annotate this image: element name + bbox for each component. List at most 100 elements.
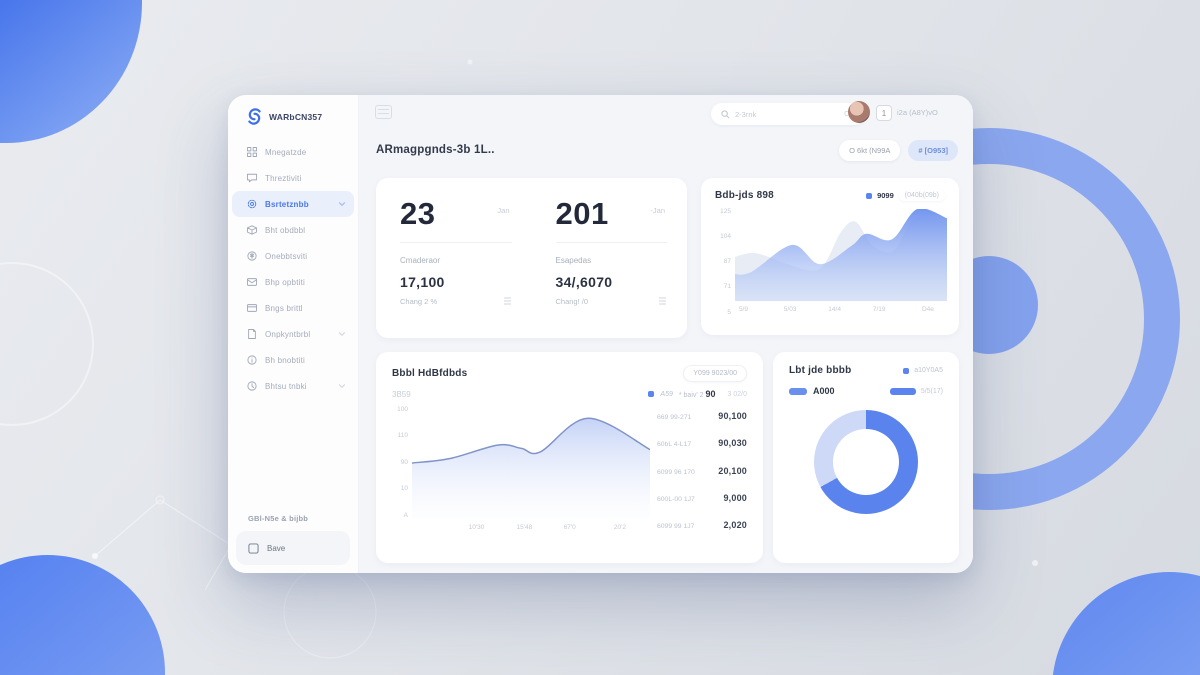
checkbox-icon xyxy=(248,542,259,554)
axis-tick-label: 87 xyxy=(723,258,731,266)
area-chart-range-dropdown[interactable]: (040b(09b) xyxy=(898,190,945,201)
row-value: 20,100 xyxy=(718,465,747,476)
sidebar-item-label: Bhp opbtiti xyxy=(265,277,306,287)
sidebar-item-label: Bhtsu tnbki xyxy=(265,381,307,391)
donut-legend-top: a10Y0A5 xyxy=(914,367,943,374)
sidebar-item-label: Bh bnobtiti xyxy=(265,355,306,365)
stat-big-number: 201 xyxy=(555,196,609,231)
row-value: 90,100 xyxy=(718,411,747,421)
legend-dot-icon xyxy=(903,367,910,374)
line-chart-legend: A59 * baiv' 2 90 3 02/0 xyxy=(648,389,747,399)
sidebar-item[interactable]: Bhp opbtiti xyxy=(232,269,354,295)
sidebar-footer-label: GBl-N5e & bijbb xyxy=(248,514,309,523)
legend-dot-icon xyxy=(648,391,655,397)
sidebar-item-label: Threztiviti xyxy=(265,173,302,183)
page-title: ARmagpgnds-3b 1L.. xyxy=(376,144,495,156)
grid-icon xyxy=(246,146,258,158)
row-label: 6099 99 1J7 xyxy=(657,523,695,530)
axis-tick-label: 14/4 xyxy=(828,306,841,313)
axis-tick-label: 90 xyxy=(400,458,408,466)
info-icon xyxy=(246,354,258,366)
primary-action-button[interactable]: # [O953] xyxy=(908,140,958,161)
search-input[interactable]: 2-3rnk Ctrl xyxy=(711,103,865,125)
row-label: 669 99-271 xyxy=(657,414,692,421)
value-list-row: 60bL 4-L17 90,030 xyxy=(657,438,747,448)
axis-tick-label: 125 xyxy=(720,208,731,215)
line-chart-value-list: 669 99-271 90,100 60bL 4-L17 90,030 6099 9… xyxy=(651,405,747,534)
sidebar-item-label: Mnegatzde xyxy=(265,147,307,157)
notification-badge[interactable]: 1 xyxy=(876,105,892,121)
sidebar-item[interactable]: Bht obdbbl xyxy=(232,217,354,243)
search-placeholder: 2-3rnk xyxy=(735,109,757,119)
area-chart-y-axis: 125 104 87 71 5 xyxy=(715,208,735,316)
sidebar-item[interactable]: Bsrtetznbb xyxy=(232,191,354,217)
donut-value-pill-icon xyxy=(789,387,807,395)
stat-mini-icon xyxy=(503,297,511,305)
search-icon xyxy=(721,109,730,118)
area-chart-x-axis: 5/9 5/03 14/4 7/19 D4e xyxy=(735,304,947,316)
stat-column: 201 -Jan Esapedas 34/,6070 Chang! /0 xyxy=(532,178,688,338)
donut-value-label: A000 xyxy=(813,386,835,396)
stat-value: 34/,6070 xyxy=(555,274,613,290)
donut-chart xyxy=(814,410,918,514)
sidebar-item[interactable]: Mnegatzde xyxy=(232,139,354,165)
sidebar-item-label: Onebbtsviti xyxy=(265,251,308,261)
stats-card: 23 Jan Cmaderaor 17,100 Chang 2 % 201 -J… xyxy=(376,178,687,338)
sidebar: WARbCN357 Mnegatzde Threztiviti Bsrtetzn… xyxy=(228,95,359,573)
sidebar-item[interactable]: Bhtsu tnbki xyxy=(232,373,354,399)
value-list-row: 600L-00 1J7 9,000 xyxy=(657,493,747,503)
decor-ring-left xyxy=(0,262,94,426)
avatar[interactable] xyxy=(848,101,870,123)
sidebar-item[interactable]: Bh bnobtiti xyxy=(232,347,354,373)
stat-mini-icon xyxy=(659,297,666,305)
row-label: 6099 96 170 xyxy=(657,468,695,476)
legend-dot-icon xyxy=(866,192,873,199)
line-chart-y-axis: 100 110 90 10 A xyxy=(392,406,412,519)
axis-tick-label: 100 xyxy=(397,406,408,413)
menu-icon[interactable] xyxy=(375,105,392,119)
secondary-action-button[interactable]: O 6kt (N99A xyxy=(839,140,901,161)
decor-circle-bottom-left xyxy=(0,555,165,675)
stat-value: 17,100 xyxy=(400,274,445,290)
chat-icon xyxy=(246,172,258,184)
area-chart-plot xyxy=(735,209,947,301)
row-value: 2,020 xyxy=(723,520,747,530)
area-chart-legend: 9099 xyxy=(877,191,894,200)
sidebar-item[interactable]: Bngs brittl xyxy=(232,295,354,321)
value-list-row: 6099 99 1J7 2,020 xyxy=(657,520,747,530)
sidebar-item[interactable]: Onpkyntbrbl xyxy=(232,321,354,347)
axis-tick-label: 5/03 xyxy=(783,306,797,313)
donut-chart-card: Lbt jde bbbb a10Y0A5 A000 5/5(17) xyxy=(773,352,959,563)
value-list-row: 6099 96 170 20,100 xyxy=(657,466,747,476)
axis-tick-label: 15'48 xyxy=(516,524,533,531)
sidebar-footer-item-label: Bave xyxy=(267,543,286,553)
sidebar-item[interactable]: Onebbtsviti xyxy=(232,243,354,269)
line-chart-filter-button[interactable]: Y099 9023/00 xyxy=(683,365,747,382)
row-value: 90,030 xyxy=(718,438,747,449)
card-icon xyxy=(246,302,258,314)
axis-tick-label: 67'0 xyxy=(563,524,576,531)
line-chart-subtitle: 3B59 xyxy=(392,389,411,399)
logo[interactable]: WARbCN357 xyxy=(228,95,358,135)
dashboard-window: WARbCN357 Mnegatzde Threztiviti Bsrtetzn… xyxy=(228,95,973,573)
page-actions: O 6kt (N99A # [O953] xyxy=(839,140,958,161)
coin-icon xyxy=(246,250,258,262)
box-icon xyxy=(246,224,258,236)
line-chart-title: Bbbl HdBfdbds xyxy=(392,368,468,379)
sidebar-footer-item[interactable]: Bave xyxy=(236,531,350,565)
line-chart-plot xyxy=(412,417,650,519)
stat-period-badge: Jan xyxy=(497,206,510,215)
row-value: 9,000 xyxy=(723,492,747,503)
decor-blob-top-left xyxy=(0,0,142,143)
logo-text: WARbCN357 xyxy=(269,111,323,122)
axis-tick-label: A xyxy=(403,511,408,519)
stat-label: Esapedas xyxy=(555,256,592,265)
axis-tick-label: 110 xyxy=(397,432,408,440)
stat-sub-label: Chang 2 % xyxy=(400,297,438,306)
stat-big-number: 23 xyxy=(400,196,436,231)
mail-icon xyxy=(246,276,258,288)
axis-tick-label: 20'2 xyxy=(613,524,626,531)
decor-circle-bottom-right xyxy=(1052,572,1200,675)
sidebar-item[interactable]: Threztiviti xyxy=(232,165,354,191)
